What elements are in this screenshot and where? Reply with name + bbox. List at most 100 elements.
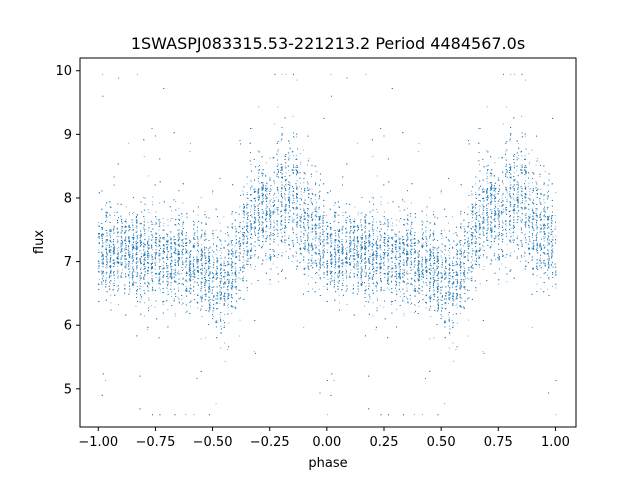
scatter-point xyxy=(550,264,552,265)
scatter-point xyxy=(461,265,462,267)
scatter-point xyxy=(201,316,203,317)
scatter-point xyxy=(536,225,538,227)
scatter-point xyxy=(498,256,500,258)
scatter-point xyxy=(140,285,142,287)
scatter-point xyxy=(533,228,535,229)
scatter-point xyxy=(273,230,275,232)
scatter-point xyxy=(479,226,481,227)
scatter-point xyxy=(204,281,206,282)
scatter-point xyxy=(136,230,138,232)
scatter-point xyxy=(361,280,363,282)
scatter-point xyxy=(246,252,248,254)
scatter-point xyxy=(265,208,267,209)
scatter-point xyxy=(147,256,149,258)
scatter-point xyxy=(395,255,397,257)
scatter-point xyxy=(517,200,518,202)
scatter-point xyxy=(333,214,335,216)
scatter-point xyxy=(406,244,408,246)
scatter-point xyxy=(171,210,172,212)
scatter-point xyxy=(479,227,481,228)
scatter-point xyxy=(384,246,386,248)
scatter-point xyxy=(433,230,435,232)
scatter-point xyxy=(106,261,108,263)
scatter-point xyxy=(181,225,183,227)
scatter-point xyxy=(509,188,511,190)
scatter-point xyxy=(440,299,442,301)
scatter-point xyxy=(483,226,485,228)
scatter-point xyxy=(205,273,207,275)
scatter-point xyxy=(480,238,481,239)
scatter-point xyxy=(497,216,499,218)
scatter-point xyxy=(448,249,450,251)
scatter-point xyxy=(418,305,420,307)
scatter-point xyxy=(392,292,393,294)
scatter-point xyxy=(521,256,523,258)
scatter-point xyxy=(311,212,313,214)
scatter-point xyxy=(177,272,179,274)
scatter-point xyxy=(273,197,274,199)
scatter-point xyxy=(380,254,382,256)
scatter-point xyxy=(436,262,438,264)
scatter-point xyxy=(346,252,348,254)
scatter-point xyxy=(422,294,424,295)
scatter-point xyxy=(483,222,485,224)
scatter-point xyxy=(303,243,305,245)
scatter-point xyxy=(159,245,161,247)
scatter-point xyxy=(403,315,405,317)
scatter-point xyxy=(548,215,550,217)
scatter-point xyxy=(349,233,351,235)
scatter-point xyxy=(445,272,447,274)
scatter-point xyxy=(335,258,337,260)
scatter-point xyxy=(247,237,248,239)
scatter-point xyxy=(307,225,309,227)
scatter-point xyxy=(262,196,264,198)
scatter-point xyxy=(323,234,324,236)
scatter-point xyxy=(452,325,454,327)
scatter-point xyxy=(276,225,278,227)
scatter-point xyxy=(158,276,160,278)
scatter-point xyxy=(272,263,274,265)
scatter-point xyxy=(215,403,217,405)
scatter-point xyxy=(318,225,320,227)
scatter-point xyxy=(314,236,316,238)
scatter-point xyxy=(270,198,272,200)
scatter-point xyxy=(338,214,340,216)
scatter-point xyxy=(236,289,238,290)
scatter-point xyxy=(213,277,215,279)
scatter-point xyxy=(334,272,336,274)
scatter-point xyxy=(414,305,416,306)
scatter-point xyxy=(513,217,515,218)
scatter-point xyxy=(506,163,507,165)
scatter-point xyxy=(296,186,298,188)
scatter-point xyxy=(105,214,107,216)
scatter-point xyxy=(303,326,305,328)
scatter-point xyxy=(433,273,435,275)
scatter-point xyxy=(543,238,545,240)
scatter-point xyxy=(215,303,217,305)
scatter-point xyxy=(201,267,203,269)
scatter-point xyxy=(128,245,130,247)
scatter-point xyxy=(251,243,253,245)
scatter-point xyxy=(505,225,507,227)
scatter-point xyxy=(133,259,135,261)
scatter-point xyxy=(345,222,347,224)
scatter-point xyxy=(109,261,110,263)
scatter-point xyxy=(114,278,115,280)
scatter-point xyxy=(216,322,218,323)
scatter-point xyxy=(487,226,489,228)
scatter-point xyxy=(315,237,317,239)
scatter-point xyxy=(471,194,473,196)
scatter-point xyxy=(314,215,316,216)
scatter-point xyxy=(147,246,149,248)
scatter-point xyxy=(437,273,439,275)
scatter-point xyxy=(467,239,469,241)
scatter-point xyxy=(318,258,320,260)
scatter-point xyxy=(479,164,480,165)
scatter-point xyxy=(189,278,191,280)
scatter-point xyxy=(555,287,557,289)
scatter-point xyxy=(525,242,527,244)
scatter-point xyxy=(346,247,348,248)
scatter-point xyxy=(338,283,340,285)
scatter-point xyxy=(226,286,228,288)
scatter-point xyxy=(167,244,169,246)
